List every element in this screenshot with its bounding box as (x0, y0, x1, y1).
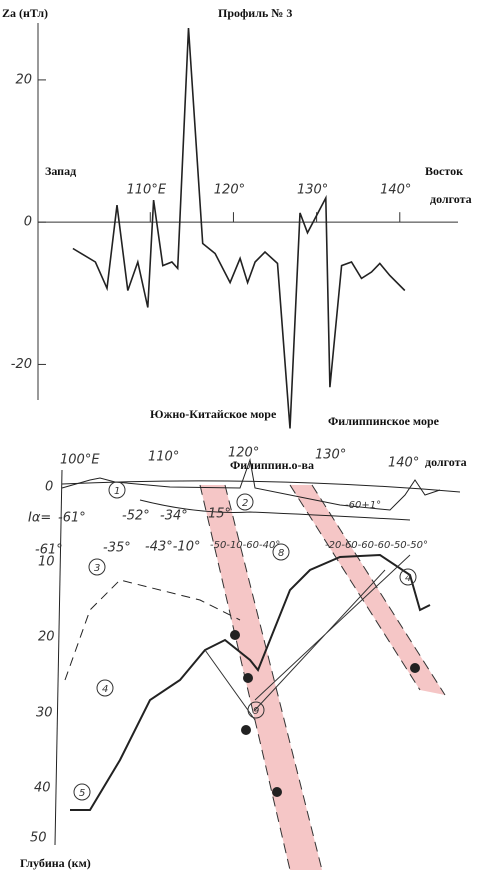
inclination: -52° (122, 509, 150, 524)
depth-label: 40 (34, 781, 51, 796)
depth-axis-title: Глубина (км) (20, 856, 91, 870)
depth-label: 50 (30, 831, 47, 846)
longitude-label: 100°E (60, 453, 100, 468)
hypocenter (230, 630, 240, 640)
boundary (65, 580, 240, 680)
longitude-label: 110° (148, 450, 179, 465)
zone-number: 9 (253, 706, 259, 717)
inclination: -61° (35, 543, 63, 558)
sea-label: Южно-Китайское море (150, 407, 277, 421)
longitude-title: долгота (425, 455, 467, 469)
x-tick-label: 140° (380, 183, 411, 198)
inclination: -60+1° (345, 500, 381, 511)
inclination-title: Iα= (28, 511, 51, 526)
y-tick-label: 20 (15, 72, 32, 87)
x-tick-label: 130° (297, 183, 328, 198)
hypocenter (272, 787, 282, 797)
data-line (73, 28, 405, 429)
zone-number: 4 (405, 573, 411, 584)
zone-number: 2 (242, 498, 248, 509)
inclination: -34° (160, 509, 188, 524)
cross-section (55, 460, 460, 870)
inclination: 15° (208, 507, 231, 522)
figure: Za (нТл) Профиль № 3 Запад Восток долгот… (0, 0, 494, 874)
slab-band (290, 485, 445, 695)
longitude-label: 140° (388, 456, 419, 471)
sea-label: Филиппинское море (328, 414, 440, 428)
profile-chart: 20 0 -20 110°E 120° 130° 140° (11, 23, 458, 429)
inclination: -50-10-60-40° (210, 540, 280, 551)
zone-number: 3 (94, 563, 100, 574)
annotation: Запад (45, 164, 76, 178)
inclination: -20-60-60-60-50-50° (325, 540, 428, 551)
x-tick-label: 110°E (127, 183, 167, 198)
hypocenter (410, 663, 420, 673)
zone-number: 5 (79, 788, 85, 799)
y-tick-label: 0 (24, 215, 32, 230)
y-tick-label: -20 (11, 357, 32, 372)
depth-axis (55, 470, 62, 845)
zone-number: 4 (102, 684, 108, 695)
inclination: -35° (103, 541, 131, 556)
y-axis-title: Za (нТл) (2, 6, 48, 20)
page: {"chart_data":{"type":"line","title":"Пр… (0, 0, 494, 874)
depth-label: 30 (36, 706, 53, 721)
annotation: Восток (425, 164, 463, 178)
depth-label: 0 (45, 480, 53, 495)
inclination: -43°-10° (145, 540, 200, 555)
longitude-label: 130° (315, 448, 346, 463)
zone-number: 1 (114, 486, 120, 497)
inclination: -61° (58, 511, 86, 526)
x-axis-title: долгота (430, 192, 472, 206)
chart-title: Профиль № 3 (218, 6, 292, 20)
hypocenter (241, 725, 251, 735)
longitude-label: 120° (228, 446, 259, 461)
depth-label: 20 (38, 630, 55, 645)
x-tick-label: 120° (214, 183, 245, 198)
hypocenter (243, 673, 253, 683)
